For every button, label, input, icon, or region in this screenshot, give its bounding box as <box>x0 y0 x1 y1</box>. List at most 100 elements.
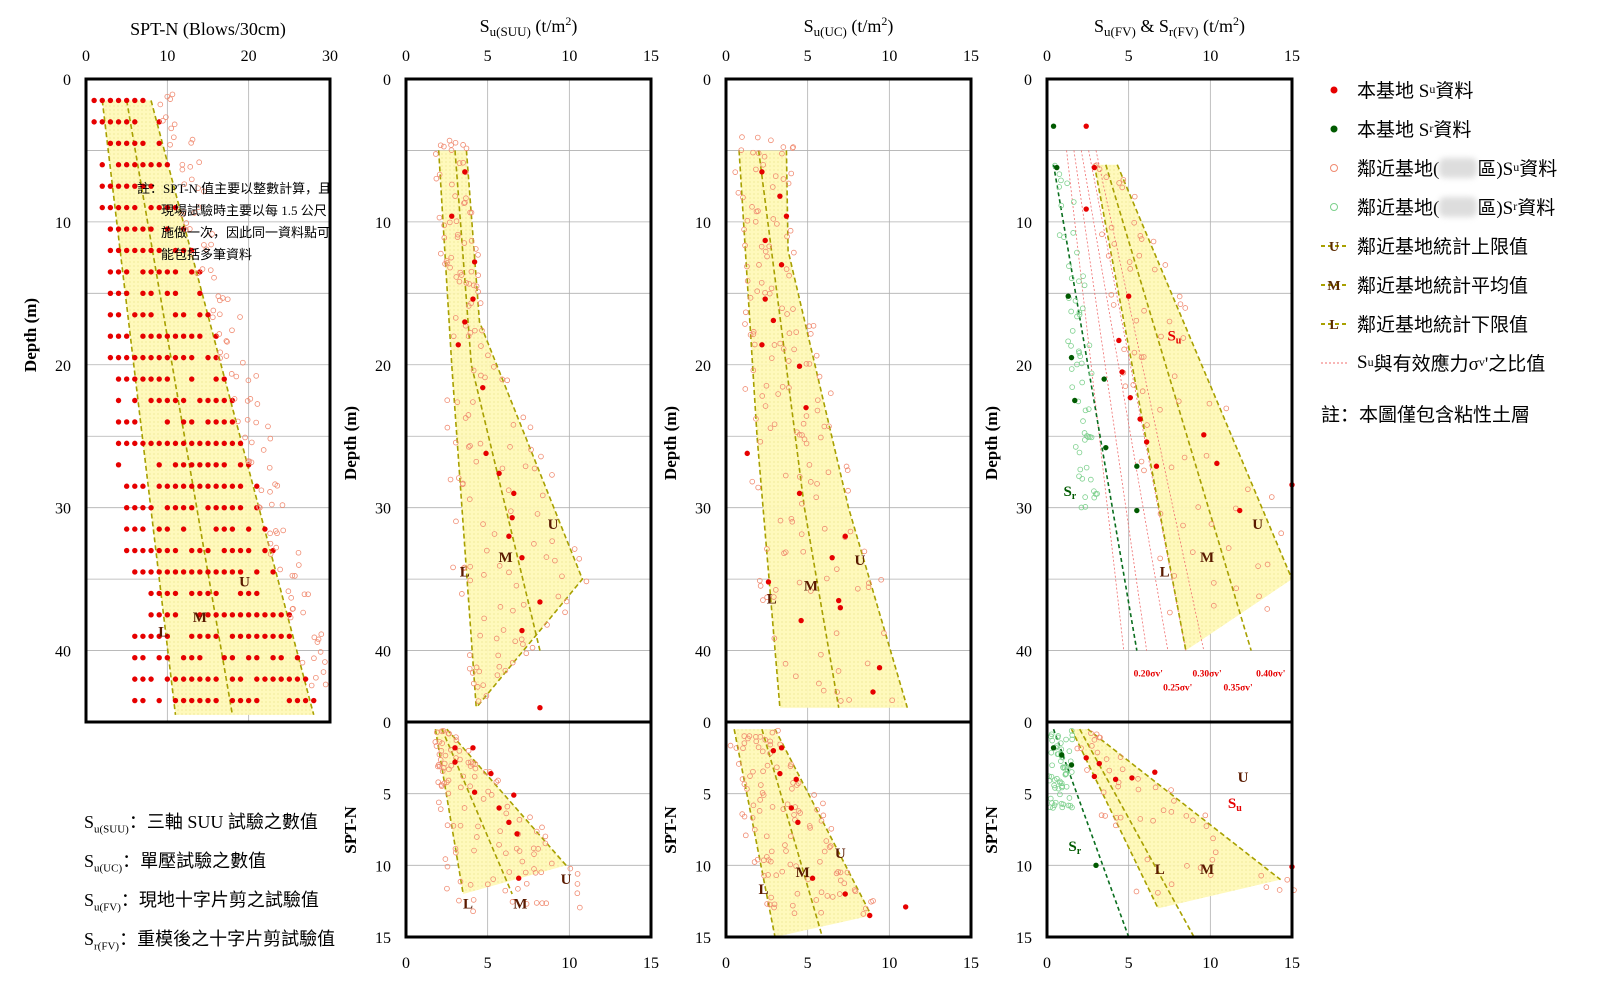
data-point-neighbor <box>475 252 481 258</box>
data-point-neighbor <box>527 424 534 431</box>
data-point-site <box>770 747 777 754</box>
def-symbol: S <box>84 890 95 910</box>
data-point-neighbor <box>457 269 464 276</box>
data-point-neighbor <box>522 463 529 470</box>
data-point-neighbor <box>305 591 311 598</box>
data-point-site <box>278 633 284 639</box>
data-point-site <box>148 590 154 597</box>
y-tick-label-sptn: 15 <box>1016 930 1032 947</box>
data-point-neighbor <box>779 150 785 157</box>
data-point-site <box>156 655 162 661</box>
data-point-site <box>213 590 219 597</box>
data-point-neighbor <box>467 563 473 570</box>
data-point-site <box>164 676 171 682</box>
data-point-site <box>115 226 122 232</box>
legend-sub: u <box>1429 82 1436 96</box>
data-point-site <box>140 569 146 575</box>
data-point-neighbor <box>845 487 851 494</box>
data-point-site <box>311 697 317 704</box>
data-point-site <box>829 554 835 561</box>
data-point-neighbor <box>439 768 446 775</box>
data-point-neighbor-sr <box>1082 407 1089 414</box>
data-point-site <box>107 354 114 361</box>
data-point-neighbor-sr <box>1052 785 1058 791</box>
ratio-line <box>1095 150 1205 651</box>
data-point-neighbor <box>199 266 206 272</box>
data-point-site <box>511 490 517 497</box>
data-point-site <box>205 590 211 597</box>
data-point-site <box>229 633 236 639</box>
data-point-site <box>140 226 146 232</box>
data-point-neighbor <box>740 745 746 752</box>
data-point-neighbor <box>444 424 451 431</box>
legend-text: 區)S <box>1477 198 1514 219</box>
data-point-site <box>132 162 138 168</box>
ratio-label: 0.40σv' <box>1256 669 1285 679</box>
data-point-site <box>213 676 219 682</box>
data-point-neighbor <box>450 333 457 340</box>
data-point-neighbor <box>260 447 267 453</box>
data-point-site <box>164 226 171 232</box>
data-point-site <box>180 569 187 575</box>
data-point-neighbor <box>478 343 484 349</box>
data-point-site <box>172 397 179 404</box>
data-point-site <box>286 697 293 704</box>
x-tick-label-top: 5 <box>1125 48 1133 65</box>
data-point-neighbor-sr <box>1069 804 1075 811</box>
data-point-neighbor <box>788 170 795 177</box>
data-point-site <box>156 569 162 575</box>
data-point-neighbor-sr <box>1055 785 1062 792</box>
data-point-site-su <box>1096 760 1102 767</box>
data-point-neighbor <box>1206 400 1213 407</box>
data-point-site <box>213 333 219 339</box>
data-point-site <box>164 397 171 404</box>
data-point-neighbor <box>516 816 523 823</box>
label-u: U <box>1252 517 1263 533</box>
svg-text:M: M <box>1327 279 1340 294</box>
data-point-neighbor <box>237 314 243 320</box>
data-point-neighbor <box>480 796 487 802</box>
data-point-site <box>148 354 154 361</box>
data-point-neighbor <box>466 652 473 658</box>
data-point-neighbor-sr <box>1056 184 1062 190</box>
band-line-spt <box>761 728 824 938</box>
data-point-neighbor <box>460 773 466 780</box>
data-point-neighbor <box>461 240 468 246</box>
data-point-site <box>537 599 543 605</box>
label-m: M <box>1200 862 1214 878</box>
data-point-neighbor <box>824 893 831 899</box>
data-point-site <box>180 483 187 489</box>
data-point-site <box>213 633 219 639</box>
data-point-neighbor <box>761 153 768 160</box>
data-point-neighbor <box>265 423 271 430</box>
data-point-neighbor-sr <box>1068 727 1075 734</box>
data-point-site <box>132 204 138 211</box>
data-point-neighbor <box>1211 602 1217 609</box>
data-point-neighbor-sr <box>1068 366 1075 372</box>
data-point-neighbor <box>216 331 223 337</box>
y-tick-label-depth: 40 <box>1016 644 1032 661</box>
data-point-site <box>480 384 486 391</box>
data-point-neighbor <box>1139 388 1146 395</box>
data-point-site <box>164 333 171 339</box>
data-point-site <box>123 140 130 146</box>
legend-sub: v <box>1478 355 1485 369</box>
data-point-neighbor <box>782 842 788 848</box>
data-point-neighbor <box>1211 580 1217 586</box>
data-point-neighbor <box>1225 545 1232 551</box>
data-point-site <box>237 590 244 597</box>
data-point-neighbor <box>760 792 767 798</box>
data-point-neighbor <box>203 246 210 253</box>
data-point-site <box>205 354 211 361</box>
data-point-site <box>107 226 114 232</box>
data-point-neighbor <box>181 181 188 187</box>
data-point-site <box>245 655 252 661</box>
data-point-site <box>189 440 195 447</box>
label-l: L <box>1160 564 1170 580</box>
data-point-neighbor <box>786 330 793 336</box>
data-point-neighbor <box>465 444 472 450</box>
data-point-site <box>132 183 138 189</box>
data-point-site-su <box>1112 776 1119 783</box>
data-point-site <box>514 831 520 837</box>
data-point-neighbor <box>799 432 805 438</box>
